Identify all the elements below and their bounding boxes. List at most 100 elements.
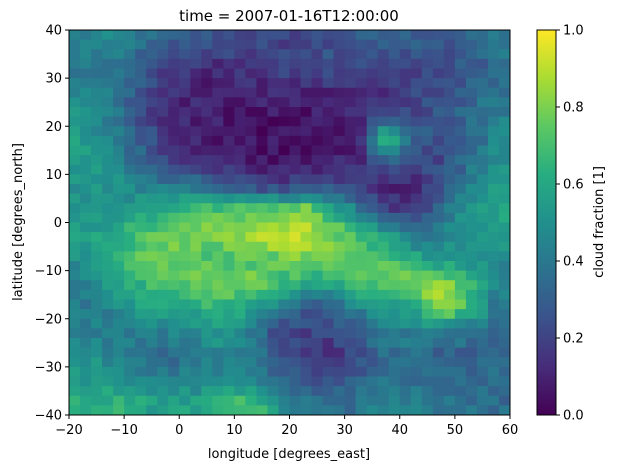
heatmap-cell	[212, 212, 224, 224]
heatmap-cell	[322, 338, 335, 349]
heatmap-cell	[168, 145, 180, 156]
heatmap-cell	[190, 376, 202, 387]
heatmap-cell	[245, 87, 258, 98]
heatmap-cell	[322, 39, 335, 50]
heatmap-cell	[157, 338, 169, 349]
heatmap-cell	[487, 78, 500, 89]
heatmap-cell	[278, 289, 291, 301]
heatmap-cell	[179, 155, 191, 166]
heatmap-cell	[289, 68, 302, 79]
heatmap-cell	[487, 386, 500, 397]
heatmap-cell	[388, 395, 401, 406]
heatmap-cell	[366, 232, 379, 243]
heatmap-cell	[476, 49, 489, 60]
heatmap-cell	[377, 241, 390, 252]
heatmap-cell	[69, 107, 81, 118]
heatmap-cell	[443, 395, 456, 406]
heatmap-cell	[344, 107, 357, 118]
heatmap-cell	[476, 318, 489, 329]
heatmap-cell	[256, 280, 269, 291]
heatmap-cell	[267, 164, 280, 175]
heatmap-cell	[311, 386, 324, 397]
heatmap-cell	[135, 222, 147, 233]
heatmap-cell	[487, 68, 500, 79]
heatmap-cell	[278, 174, 291, 185]
heatmap-cell	[245, 405, 258, 415]
heatmap-cell	[421, 299, 434, 310]
heatmap-cell	[201, 251, 213, 262]
heatmap-cell	[212, 97, 224, 108]
heatmap-cell	[256, 87, 269, 98]
heatmap-cell	[399, 155, 412, 166]
heatmap-cell	[311, 145, 324, 156]
heatmap-cell	[168, 270, 180, 281]
heatmap-cell	[190, 174, 202, 185]
heatmap-cell	[124, 87, 136, 98]
heatmap-cell	[289, 366, 302, 378]
heatmap-cell	[454, 251, 467, 262]
heatmap-cell	[190, 30, 202, 41]
heatmap-cell	[377, 164, 390, 175]
heatmap-cell	[245, 58, 258, 70]
heatmap-cell	[190, 280, 202, 291]
heatmap-cell	[454, 78, 467, 89]
heatmap-cell	[234, 107, 247, 118]
heatmap-cell	[91, 107, 103, 118]
heatmap-cell	[421, 30, 434, 41]
heatmap-cell	[234, 126, 247, 137]
heatmap-cell	[355, 232, 368, 243]
heatmap-cell	[190, 270, 202, 281]
heatmap-cell	[432, 68, 445, 79]
heatmap-cell	[91, 174, 103, 185]
heatmap-cell	[223, 184, 235, 195]
heatmap-cell	[311, 193, 324, 204]
heatmap-cell	[80, 241, 92, 252]
heatmap-cell	[465, 116, 478, 127]
heatmap-cell	[223, 135, 235, 147]
heatmap-cell	[344, 366, 357, 378]
colorbar-tick-label: 0.2	[563, 332, 584, 347]
heatmap-cell	[91, 39, 103, 50]
heatmap-cell	[421, 126, 434, 137]
heatmap-cell	[432, 145, 445, 156]
heatmap-cell	[388, 222, 401, 233]
heatmap-cell	[311, 338, 324, 349]
heatmap-cell	[300, 405, 313, 415]
heatmap-cell	[212, 116, 224, 127]
heatmap-cell	[443, 97, 456, 108]
heatmap-cell	[234, 357, 247, 368]
heatmap-cell	[135, 116, 147, 127]
heatmap-cell	[234, 116, 247, 127]
heatmap-cell	[201, 232, 213, 243]
heatmap-cell	[289, 405, 302, 415]
heatmap-cell	[267, 193, 280, 204]
heatmap-cell	[487, 49, 500, 60]
heatmap-cell	[278, 347, 291, 358]
x-tick-label: 50	[447, 423, 464, 438]
heatmap-cell	[157, 203, 169, 214]
heatmap-cell	[289, 376, 302, 387]
heatmap-cell	[421, 366, 434, 378]
heatmap-cell	[168, 184, 180, 195]
heatmap-cell	[388, 39, 401, 50]
heatmap-cell	[201, 376, 213, 387]
heatmap-cell	[278, 68, 291, 79]
heatmap-cell	[476, 39, 489, 50]
heatmap-cell	[267, 203, 280, 214]
heatmap-cell	[168, 261, 180, 272]
heatmap-cell	[421, 222, 434, 233]
heatmap-cell	[377, 39, 390, 50]
heatmap-cell	[388, 338, 401, 349]
heatmap-cell	[234, 299, 247, 310]
heatmap-cell	[256, 347, 269, 358]
y-tick-label: −10	[35, 264, 62, 279]
heatmap-cell	[278, 107, 291, 118]
heatmap-cell	[333, 164, 346, 175]
heatmap-cell	[388, 107, 401, 118]
y-tick-label: 20	[45, 120, 62, 135]
heatmap-cell	[102, 107, 114, 118]
heatmap-cell	[157, 39, 169, 50]
heatmap-cell	[190, 126, 202, 137]
heatmap-cell	[432, 366, 445, 378]
heatmap-cell	[135, 309, 147, 320]
